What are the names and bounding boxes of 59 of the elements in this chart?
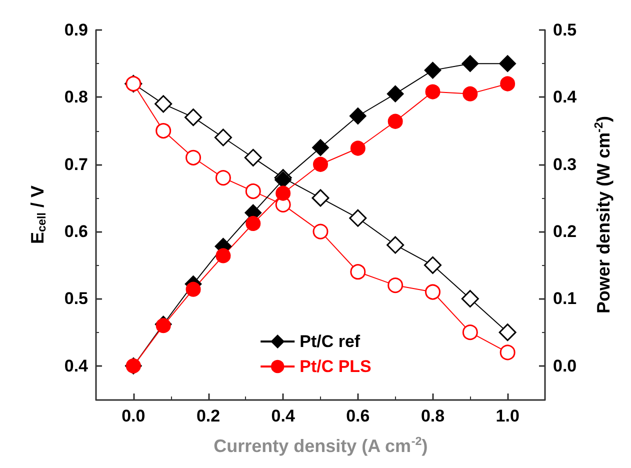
y2-tick-label: 0.1 [553,289,577,308]
x-tick-label: 1.0 [496,406,520,426]
point [186,282,201,297]
x-tick-label: 0.0 [122,406,146,426]
point [214,128,232,146]
point [184,108,202,126]
y-tick-label: 0.5 [64,289,88,308]
y2-tick-label: 0.3 [553,154,577,174]
x-tick-label: 0.8 [420,406,445,426]
legend-label: Pt/C ref [300,332,360,351]
point [246,216,261,231]
point [425,84,440,100]
point [156,318,171,334]
point [350,140,366,156]
point [388,278,404,294]
point [312,189,330,207]
point [350,264,366,280]
point [216,248,231,264]
point [462,86,478,102]
point [154,95,172,113]
y-tick-label: 0.4 [64,356,89,376]
point [156,123,172,139]
point [312,139,329,156]
point [186,150,202,166]
x-tick-label: 0.2 [196,406,220,426]
point [462,55,479,72]
point [276,186,291,201]
point [461,290,479,308]
point [245,183,261,199]
point [462,324,478,340]
y-tick-label: 0.7 [64,154,88,174]
point [349,107,366,124]
point [424,256,442,274]
point [388,114,403,129]
point [349,209,367,227]
point [500,76,516,92]
point [498,324,516,342]
point [424,62,442,79]
point [500,344,516,360]
point [244,148,262,166]
point [386,236,404,254]
legend-label: Pt/C PLS [300,357,372,376]
point [312,224,328,240]
point [425,284,440,300]
x-tick-label: 0.6 [346,406,370,426]
y-tick-label: 0.6 [64,222,88,242]
point [499,55,516,72]
y2-tick-label: 0.0 [553,356,577,376]
y-axis-title: Ecell / V [28,185,48,244]
y2-tick-label: 0.2 [553,222,577,242]
point [386,85,404,102]
y-tick-label: 0.9 [64,20,88,40]
y2-axis-title: Power density (W cm-2) [592,116,614,314]
point [215,170,231,186]
y-tick-label: 0.8 [64,88,88,107]
point [313,156,328,172]
x-tick-label: 0.4 [271,406,296,426]
y2-tick-label: 0.5 [553,20,577,40]
y2-tick-label: 0.4 [553,88,578,107]
